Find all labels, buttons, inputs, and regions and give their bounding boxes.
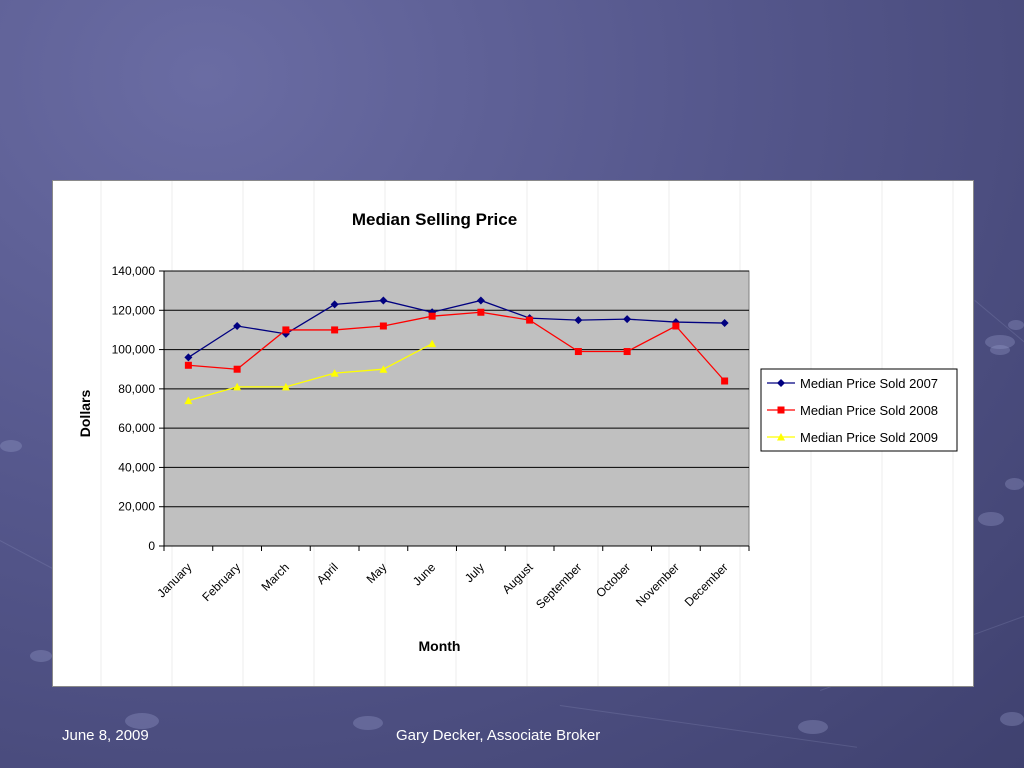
data-point-series-3 xyxy=(233,382,242,391)
data-point-series-2 xyxy=(379,322,387,330)
y-tick-label: 40,000 xyxy=(118,460,155,474)
series-line-2 xyxy=(188,311,726,382)
data-point-series-2 xyxy=(233,365,241,373)
background-bubble xyxy=(985,335,1015,349)
data-point-series-1 xyxy=(720,319,729,328)
y-axis-title: Dollars xyxy=(77,390,93,438)
y-tick-label: 60,000 xyxy=(118,421,155,435)
data-point-series-2 xyxy=(623,348,631,356)
data-point-series-3 xyxy=(428,339,437,348)
background-bubble xyxy=(978,512,1004,526)
legend-label-2: Median Price Sold 2008 xyxy=(800,403,938,418)
series-line-3 xyxy=(188,343,433,402)
data-point-series-3 xyxy=(281,382,290,391)
y-tick-label: 140,000 xyxy=(112,264,156,278)
x-tick-label: January xyxy=(154,560,194,600)
y-tick-label: 20,000 xyxy=(118,500,155,514)
x-tick-label: November xyxy=(633,560,682,609)
data-point-series-1 xyxy=(184,353,193,362)
data-point-series-1 xyxy=(574,316,583,325)
plot-area xyxy=(163,270,750,547)
data-point-series-1 xyxy=(379,296,388,305)
background-bubble xyxy=(990,345,1010,355)
footer-presenter: Gary Decker, Associate Broker xyxy=(396,727,601,744)
background-bubble xyxy=(125,713,159,729)
background-bubble xyxy=(1000,712,1024,726)
background-bubble xyxy=(1008,320,1024,330)
data-point-series-2 xyxy=(184,361,192,369)
background-bubble xyxy=(798,720,828,734)
legend-label-1: Median Price Sold 2007 xyxy=(800,376,938,391)
background-bubble xyxy=(1005,478,1024,490)
series-line-1 xyxy=(188,299,725,358)
footer-date: June 8, 2009 xyxy=(62,727,149,744)
x-axis-title: Month xyxy=(419,638,461,654)
x-tick-label: February xyxy=(199,560,243,604)
y-tick-label: 0 xyxy=(148,539,155,553)
data-point-series-2 xyxy=(721,377,729,385)
data-point-series-3 xyxy=(379,365,388,373)
data-point-series-2 xyxy=(672,322,680,330)
data-point-series-2 xyxy=(282,326,290,334)
x-tick-label: July xyxy=(462,560,487,585)
data-point-series-1 xyxy=(623,315,632,324)
y-tick-label: 100,000 xyxy=(112,343,156,357)
legend-label-3: Median Price Sold 2009 xyxy=(800,430,938,445)
data-point-series-2 xyxy=(574,348,582,356)
legend-marker-1 xyxy=(777,379,785,387)
data-point-series-2 xyxy=(331,326,339,334)
y-tick-label: 120,000 xyxy=(112,303,156,317)
background-bubble xyxy=(0,440,22,452)
legend-marker-2 xyxy=(777,406,785,414)
x-tick-label: March xyxy=(259,560,292,593)
data-point-series-3 xyxy=(330,369,339,377)
background-bubble xyxy=(30,650,52,662)
x-tick-label: June xyxy=(410,560,439,589)
x-tick-label: September xyxy=(533,560,584,611)
x-tick-label: December xyxy=(682,560,731,609)
data-point-series-3 xyxy=(184,396,193,405)
background-bubble xyxy=(353,716,383,730)
median-selling-price-chart: Median Selling Price 0 20,000 40,000 60,000 8… xyxy=(77,181,958,686)
x-tick-label: October xyxy=(593,560,633,600)
data-point-series-2 xyxy=(428,312,436,320)
data-point-series-2 xyxy=(477,308,485,316)
data-point-series-2 xyxy=(526,316,534,324)
data-point-series-1 xyxy=(233,322,242,330)
legend-marker-3 xyxy=(777,433,785,441)
data-point-series-1 xyxy=(330,300,339,309)
chart-title: Median Selling Price xyxy=(352,210,517,229)
x-tick-label: August xyxy=(499,560,536,597)
data-point-series-1 xyxy=(476,296,485,305)
x-tick-label: April xyxy=(314,560,341,587)
x-tick-label: May xyxy=(364,560,390,586)
y-tick-label: 80,000 xyxy=(118,382,155,396)
chart-container: Median Selling Price 0 20,000 40,000 60,000 8… xyxy=(52,180,974,687)
